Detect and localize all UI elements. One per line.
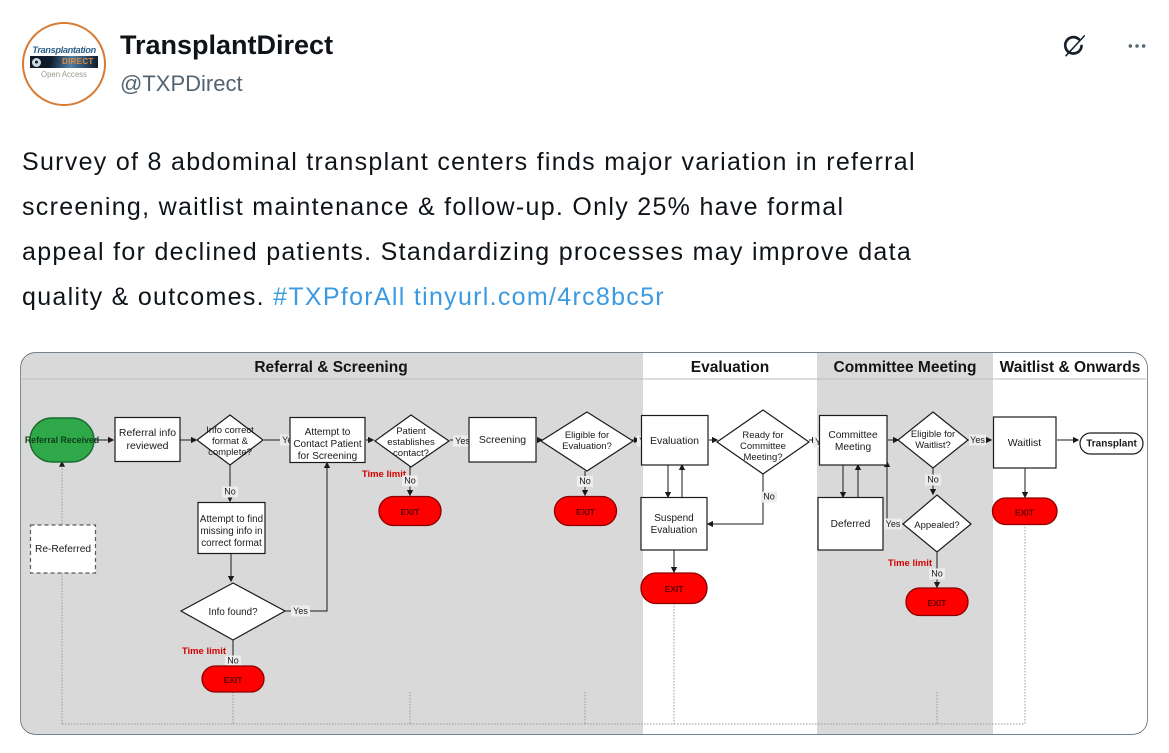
- svg-text:Eligible for: Eligible for: [565, 430, 609, 441]
- svg-text:Evaluation: Evaluation: [650, 435, 699, 447]
- svg-text:Time limit: Time limit: [182, 646, 227, 657]
- svg-text:Evaluation: Evaluation: [691, 359, 769, 376]
- svg-text:correct format: correct format: [201, 538, 262, 549]
- svg-text:Info found?: Info found?: [208, 607, 258, 618]
- svg-text:Ready for: Ready for: [742, 430, 783, 441]
- svg-text:EXIT: EXIT: [401, 507, 421, 517]
- svg-text:Re-Referred: Re-Referred: [35, 544, 91, 555]
- svg-text:EXIT: EXIT: [576, 507, 596, 517]
- svg-text:No: No: [931, 569, 943, 579]
- svg-text:Deferred: Deferred: [831, 519, 871, 530]
- svg-text:Time limit: Time limit: [888, 558, 933, 569]
- svg-text:No: No: [579, 476, 591, 486]
- svg-text:No: No: [927, 475, 939, 485]
- svg-text:Yes: Yes: [293, 606, 308, 616]
- svg-text:Meeting: Meeting: [835, 442, 872, 453]
- svg-text:Transplant: Transplant: [1086, 439, 1137, 450]
- svg-text:Meeting?: Meeting?: [743, 452, 782, 463]
- svg-text:Referral info: Referral info: [119, 427, 176, 439]
- svg-text:Attempt to find: Attempt to find: [200, 514, 263, 525]
- svg-text:Committee Meeting: Committee Meeting: [834, 359, 977, 376]
- svg-text:Evaluation?: Evaluation?: [562, 441, 612, 452]
- svg-text:Screening: Screening: [479, 434, 526, 446]
- svg-text:Appealed?: Appealed?: [914, 520, 959, 531]
- svg-text:Yes: Yes: [970, 435, 985, 445]
- svg-text:Yes: Yes: [455, 436, 470, 446]
- svg-text:Patient: Patient: [396, 426, 426, 437]
- svg-text:No: No: [763, 492, 775, 502]
- svg-text:No: No: [404, 476, 416, 486]
- svg-text:Suspend: Suspend: [654, 513, 693, 524]
- svg-text:Attempt to: Attempt to: [305, 427, 351, 438]
- svg-text:contact?: contact?: [393, 448, 429, 459]
- svg-text:Yes: Yes: [886, 519, 901, 529]
- svg-text:missing info in: missing info in: [200, 526, 262, 537]
- svg-text:No: No: [224, 487, 236, 497]
- svg-text:Contact Patient: Contact Patient: [293, 439, 362, 450]
- svg-text:establishes: establishes: [387, 437, 435, 448]
- svg-text:Evaluation: Evaluation: [651, 525, 698, 536]
- svg-text:Committee: Committee: [740, 441, 786, 452]
- svg-text:EXIT: EXIT: [928, 598, 948, 608]
- svg-text:Waitlist: Waitlist: [1008, 437, 1042, 449]
- svg-text:for Screening: for Screening: [298, 451, 357, 462]
- svg-text:Referral Received: Referral Received: [25, 435, 99, 445]
- svg-text:Waitlist?: Waitlist?: [915, 440, 951, 451]
- svg-text:Time limit: Time limit: [362, 469, 407, 480]
- svg-text:Waitlist & Onwards: Waitlist & Onwards: [1000, 359, 1141, 376]
- svg-text:EXIT: EXIT: [1015, 508, 1035, 518]
- svg-text:format &: format &: [212, 436, 249, 447]
- svg-text:EXIT: EXIT: [665, 584, 685, 594]
- svg-text:complete?: complete?: [208, 447, 252, 458]
- svg-text:Eligible for: Eligible for: [911, 429, 955, 440]
- svg-text:reviewed: reviewed: [126, 440, 168, 452]
- svg-text:Committee: Committee: [828, 430, 878, 441]
- svg-text:EXIT: EXIT: [224, 675, 244, 685]
- svg-text:Info correct: Info correct: [206, 425, 254, 436]
- svg-text:No: No: [227, 656, 239, 666]
- svg-text:Referral & Screening: Referral & Screening: [254, 359, 407, 376]
